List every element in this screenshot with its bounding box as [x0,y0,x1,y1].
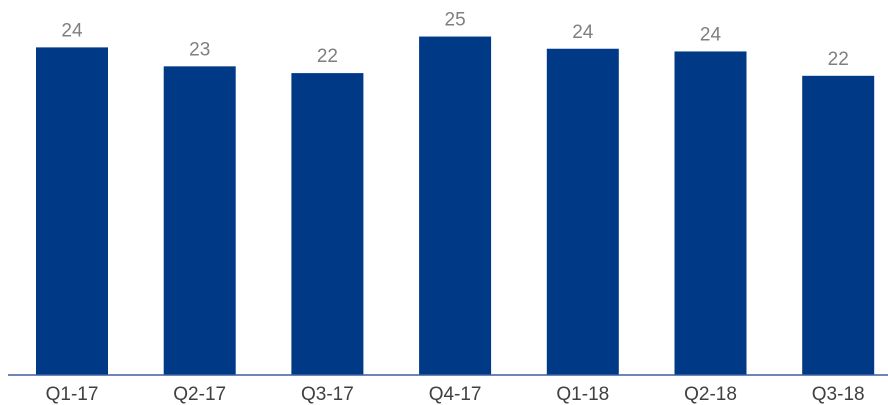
bar [419,36,492,376]
value-label: 24 [700,24,722,45]
x-tick-label: Q1-18 [556,384,609,405]
x-tick-label: Q2-18 [684,384,737,405]
x-tick-label: Q4-17 [429,384,482,405]
x-tick-label: Q2-17 [173,384,226,405]
x-tick-label: Q3-17 [301,384,354,405]
value-label: 22 [828,49,849,70]
value-label: 23 [189,39,210,60]
bar [291,73,364,376]
value-label: 22 [317,46,338,67]
bar [802,75,875,376]
value-label: 25 [445,10,466,31]
bar [36,47,108,376]
bar [546,48,619,376]
bar [674,51,747,376]
x-tick-label: Q1-17 [46,384,99,405]
x-tick-label: Q3-18 [812,384,865,405]
bar [163,66,236,375]
value-label: 24 [61,20,83,41]
value-label: 24 [572,22,594,43]
